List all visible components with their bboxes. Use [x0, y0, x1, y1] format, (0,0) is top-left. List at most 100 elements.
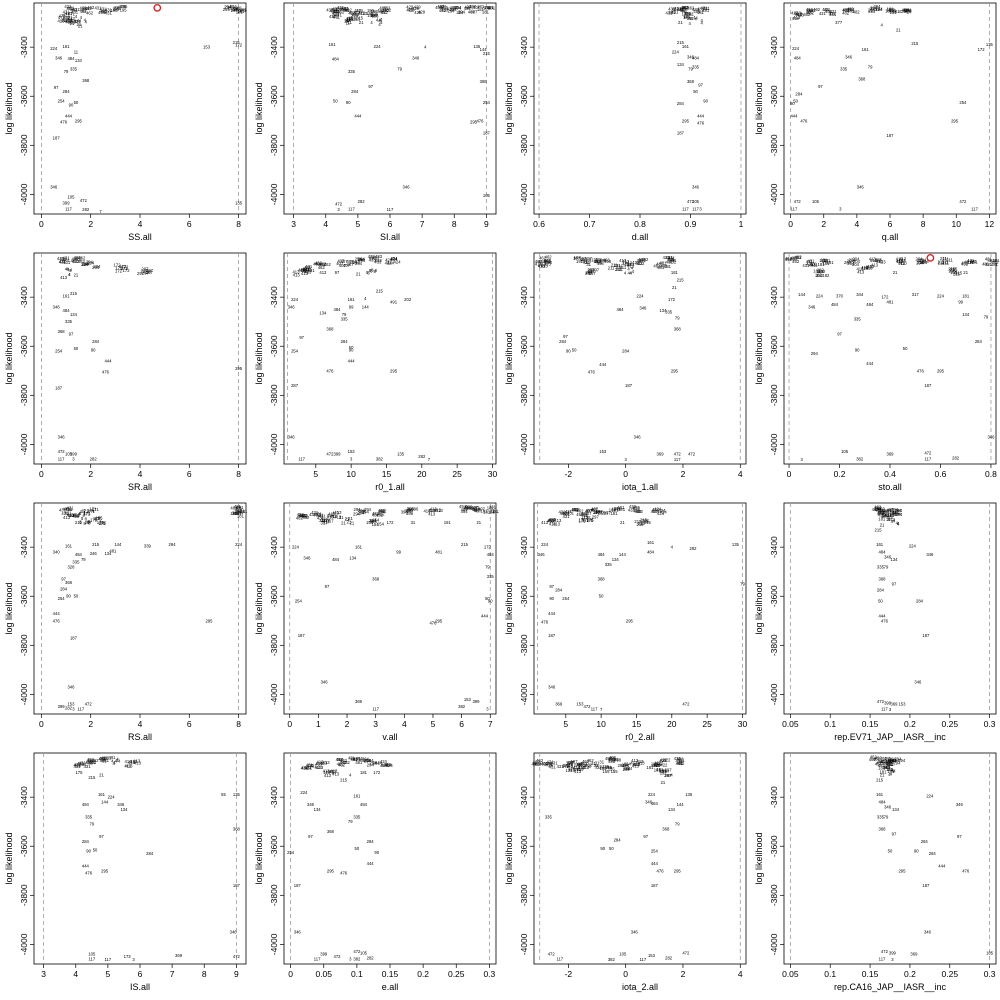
- x-tick-label: 8: [236, 719, 241, 729]
- data-point-label: 462: [878, 506, 886, 511]
- data-point-label: 413: [545, 260, 553, 265]
- data-point-label: 346: [634, 435, 642, 440]
- data-point-label: 444: [790, 113, 798, 118]
- data-point-label: 144: [619, 552, 627, 557]
- data-point-label: 346: [90, 551, 98, 556]
- data-point-label: 413: [869, 257, 877, 262]
- data-point-label: 195: [120, 8, 128, 13]
- y-tick-label: -3600: [269, 585, 279, 607]
- data-point-label: 399: [70, 452, 78, 457]
- data-point-label: 369: [887, 452, 895, 457]
- data-point-label: 422: [656, 761, 664, 766]
- data-point-label: 399: [58, 704, 66, 709]
- data-point-label: 175: [568, 767, 576, 772]
- data-point-label: 462: [872, 507, 880, 512]
- data-point-label: 413: [625, 260, 633, 265]
- data-point-label: 481: [697, 7, 705, 12]
- data-point-label: 284: [677, 101, 685, 106]
- data-point-label: 3: [889, 707, 892, 712]
- data-point-label: 462: [791, 255, 799, 260]
- data-point-label: 297: [593, 510, 601, 515]
- x-axis-label: r0_2.all: [625, 732, 655, 742]
- data-point-label: 175: [586, 518, 594, 523]
- data-point-label: 297: [659, 768, 667, 773]
- data-point-label: 346: [55, 55, 63, 60]
- data-point-label: 413: [875, 257, 883, 262]
- data-point-label: 476: [60, 119, 68, 124]
- data-point-label: 368: [674, 327, 682, 332]
- data-point-label: 413: [423, 508, 431, 513]
- data-point-label: 407: [346, 262, 354, 267]
- data-point-label: 482: [843, 7, 851, 12]
- data-point-label: 433: [375, 254, 383, 259]
- data-point-label: 90: [349, 347, 354, 352]
- data-point-label: 433: [629, 504, 637, 509]
- data-point-label: 105: [692, 199, 700, 204]
- data-point-label: 79: [675, 316, 680, 321]
- data-point-label: 295: [390, 368, 398, 373]
- data-point-label: 284: [559, 339, 567, 344]
- data-point-label: 462: [584, 763, 592, 768]
- data-point-label: 472: [548, 952, 556, 957]
- data-point-label: 97: [54, 85, 59, 90]
- data-point-label: 4: [349, 773, 352, 778]
- data-point-label: 431: [971, 259, 979, 264]
- data-point-label: 424: [657, 511, 665, 516]
- data-point-label: 97: [99, 834, 104, 839]
- data-point-label: 154: [366, 520, 374, 525]
- data-point-label: 254: [58, 596, 66, 601]
- data-point-label: 368: [82, 78, 90, 83]
- data-point-label: 346: [645, 800, 653, 805]
- data-point-label: 317: [319, 518, 327, 523]
- data-point-label: 55: [221, 792, 226, 797]
- data-point-label: 482: [377, 8, 385, 13]
- scatter-panel-6: 5 10 15 20 25 30-3400-3600-3800-4000r0_1.alll…: [254, 252, 497, 492]
- plot-frame: [33, 252, 247, 465]
- data-point-label: 4: [77, 18, 80, 23]
- data-point-label: 413: [354, 8, 362, 13]
- data-point-label: 413: [898, 261, 906, 266]
- x-tick-label: 15: [632, 719, 642, 729]
- data-point-label: 407: [468, 10, 476, 15]
- data-point-label: 3: [699, 207, 702, 212]
- data-point-label: 413: [323, 769, 331, 774]
- data-point-label: 97: [325, 584, 330, 589]
- data-point-label: 31: [585, 260, 590, 265]
- data-point-label: 481: [887, 757, 895, 762]
- x-tick-label: 0: [787, 469, 792, 479]
- data-point-label: 21: [341, 521, 346, 526]
- data-point-label: 413: [539, 262, 547, 267]
- data-point-label: 294: [357, 257, 365, 262]
- data-point-label: 294: [889, 759, 897, 764]
- data-point-label: 407: [473, 5, 481, 10]
- data-point-label: 11: [345, 18, 350, 23]
- data-point-label: 482: [301, 513, 309, 518]
- data-point-label: 476: [326, 368, 334, 373]
- x-tick-label: 0: [288, 969, 293, 979]
- x-tick-label: 0.05: [782, 969, 799, 979]
- data-point-label: 422: [632, 260, 640, 265]
- data-point-label: 481: [884, 756, 892, 761]
- data-point-label: 481: [892, 510, 900, 515]
- data-point-label: 4: [897, 521, 900, 526]
- data-point-label: 134: [962, 312, 970, 317]
- data-point-label: 413: [327, 513, 335, 518]
- data-point-label: 134: [314, 807, 322, 812]
- data-point-label: 294: [224, 4, 232, 9]
- data-point-label: 187: [625, 383, 633, 388]
- data-point-label: 482: [842, 11, 850, 16]
- data-point-label: 294: [922, 259, 930, 264]
- data-point-label: 294: [87, 260, 95, 265]
- y-axis-label: log likelihood: [4, 832, 14, 884]
- data-point-label: 11: [345, 21, 350, 26]
- y-tick-label: -3600: [269, 85, 279, 107]
- data-point-label: 431: [811, 263, 819, 268]
- data-point-label: 181: [233, 6, 241, 11]
- data-point-label: 462: [543, 258, 551, 263]
- data-point-label: 481: [353, 757, 361, 762]
- data-point-label: 431: [807, 258, 815, 263]
- data-point-label: 396: [406, 508, 414, 513]
- data-point-label: 471: [333, 12, 341, 17]
- data-point-label: 346: [987, 435, 995, 440]
